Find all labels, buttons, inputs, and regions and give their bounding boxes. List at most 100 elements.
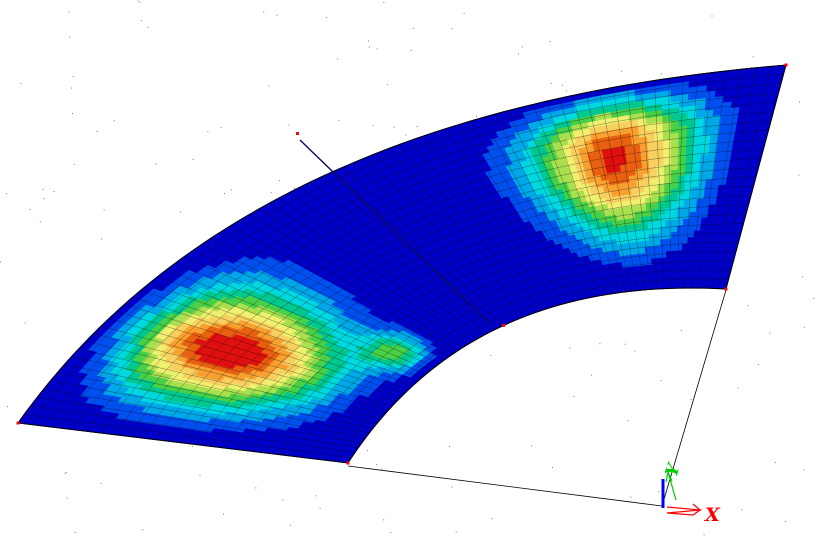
- node-marker: [16, 421, 20, 425]
- contour-cell: [684, 281, 691, 289]
- grid-dot: [255, 487, 257, 489]
- coordinate-triad[interactable]: Y X: [661, 460, 721, 526]
- grid-dot: [147, 26, 149, 28]
- contour-cell: [676, 256, 683, 264]
- grid-dot: [376, 463, 378, 465]
- grid-dot: [737, 387, 739, 389]
- contour-cell: [657, 282, 664, 290]
- grid-dot: [66, 497, 68, 499]
- contour-cell: [686, 256, 693, 264]
- contour-cell: [701, 141, 711, 150]
- grid-dot: [224, 193, 225, 194]
- grid-dot: [278, 180, 280, 182]
- contour-cell: [670, 200, 679, 209]
- contour-cell: [639, 204, 647, 212]
- grid-dot: [769, 332, 771, 334]
- contour-cell: [677, 212, 685, 221]
- contour-cell: [650, 178, 658, 186]
- grid-dot: [634, 350, 636, 352]
- contour-cell: [689, 211, 697, 220]
- contour-cell: [715, 152, 725, 161]
- grid-dot: [294, 188, 295, 189]
- contour-cell: [675, 281, 682, 289]
- grid-dot: [658, 491, 660, 493]
- grid-dot: [24, 322, 26, 324]
- contour-cell: [660, 251, 667, 259]
- contour-cell: [670, 169, 679, 178]
- grid-dot: [680, 329, 682, 331]
- contour-cell: [664, 201, 672, 209]
- contour-cell: [691, 180, 700, 188]
- grid-dot: [315, 495, 317, 497]
- contour-cell: [647, 221, 655, 230]
- contour-cell: [656, 158, 665, 167]
- contour-cell: [713, 165, 723, 174]
- grid-dot: [383, 519, 385, 521]
- grid-dot: [64, 473, 66, 475]
- grid-dot: [630, 496, 632, 498]
- grid-dot: [29, 208, 31, 210]
- contour-cell: [676, 262, 682, 270]
- grid-dot: [660, 380, 662, 382]
- contour-cell: [661, 263, 668, 271]
- grid-dot: [416, 126, 418, 128]
- grid-dot: [142, 529, 144, 531]
- grid-dot: [386, 84, 388, 86]
- grid-dot: [73, 163, 75, 165]
- contour-cell: [644, 191, 653, 199]
- contour-cell: [658, 202, 666, 210]
- contour-cell: [699, 166, 708, 175]
- contour-cell: [715, 146, 726, 155]
- contour-cell: [630, 223, 638, 232]
- grid-dot: [53, 191, 55, 192]
- grid-dot: [531, 445, 532, 447]
- grid-dot: [552, 467, 553, 468]
- grid-dot: [139, 1, 141, 3]
- grid-dot: [101, 238, 102, 240]
- contour-cell: [635, 223, 644, 231]
- grid-dot: [405, 134, 407, 136]
- contour-cell: [670, 188, 679, 196]
- contour-cell: [640, 216, 649, 224]
- contour-cell: [724, 139, 735, 148]
- grid-dot: [569, 347, 571, 349]
- contour-cell: [645, 203, 654, 212]
- contour-cell: [646, 264, 653, 272]
- grid-dot: [5, 193, 7, 195]
- grid-dot: [690, 399, 692, 401]
- grid-dot: [785, 520, 787, 522]
- contour-cell: [697, 185, 706, 194]
- grid-dot: [561, 84, 563, 86]
- contour-cell: [658, 208, 666, 216]
- construction-line: [347, 465, 663, 507]
- grid-dot: [268, 85, 270, 87]
- grid-dot: [0, 261, 2, 263]
- grid-dot: [521, 46, 523, 48]
- grid-dot: [451, 486, 453, 488]
- grid-dot: [366, 450, 368, 452]
- contour-cell: [688, 218, 696, 226]
- grid-dot: [74, 531, 76, 533]
- grid-dot: [518, 53, 519, 55]
- contour-cell: [663, 158, 672, 166]
- contour-cell: [664, 213, 672, 222]
- grid-dot: [624, 343, 626, 345]
- grid-dot: [393, 126, 395, 128]
- contour-cell: [633, 205, 641, 213]
- contour-cell: [677, 181, 686, 190]
- contour-cell: [653, 282, 660, 290]
- grid-dot: [803, 327, 805, 329]
- y-axis-label: Y: [662, 460, 685, 479]
- contour-cell: [656, 171, 665, 179]
- contour-cell: [656, 257, 663, 265]
- contour-cell: [671, 281, 677, 289]
- grid-dot: [199, 474, 201, 476]
- contour-cell: [671, 250, 678, 258]
- contour-cell: [670, 175, 679, 184]
- grid-dot: [591, 374, 593, 376]
- contour-cell: [693, 142, 703, 151]
- contour-cell: [676, 250, 683, 258]
- grid-dot: [573, 395, 575, 397]
